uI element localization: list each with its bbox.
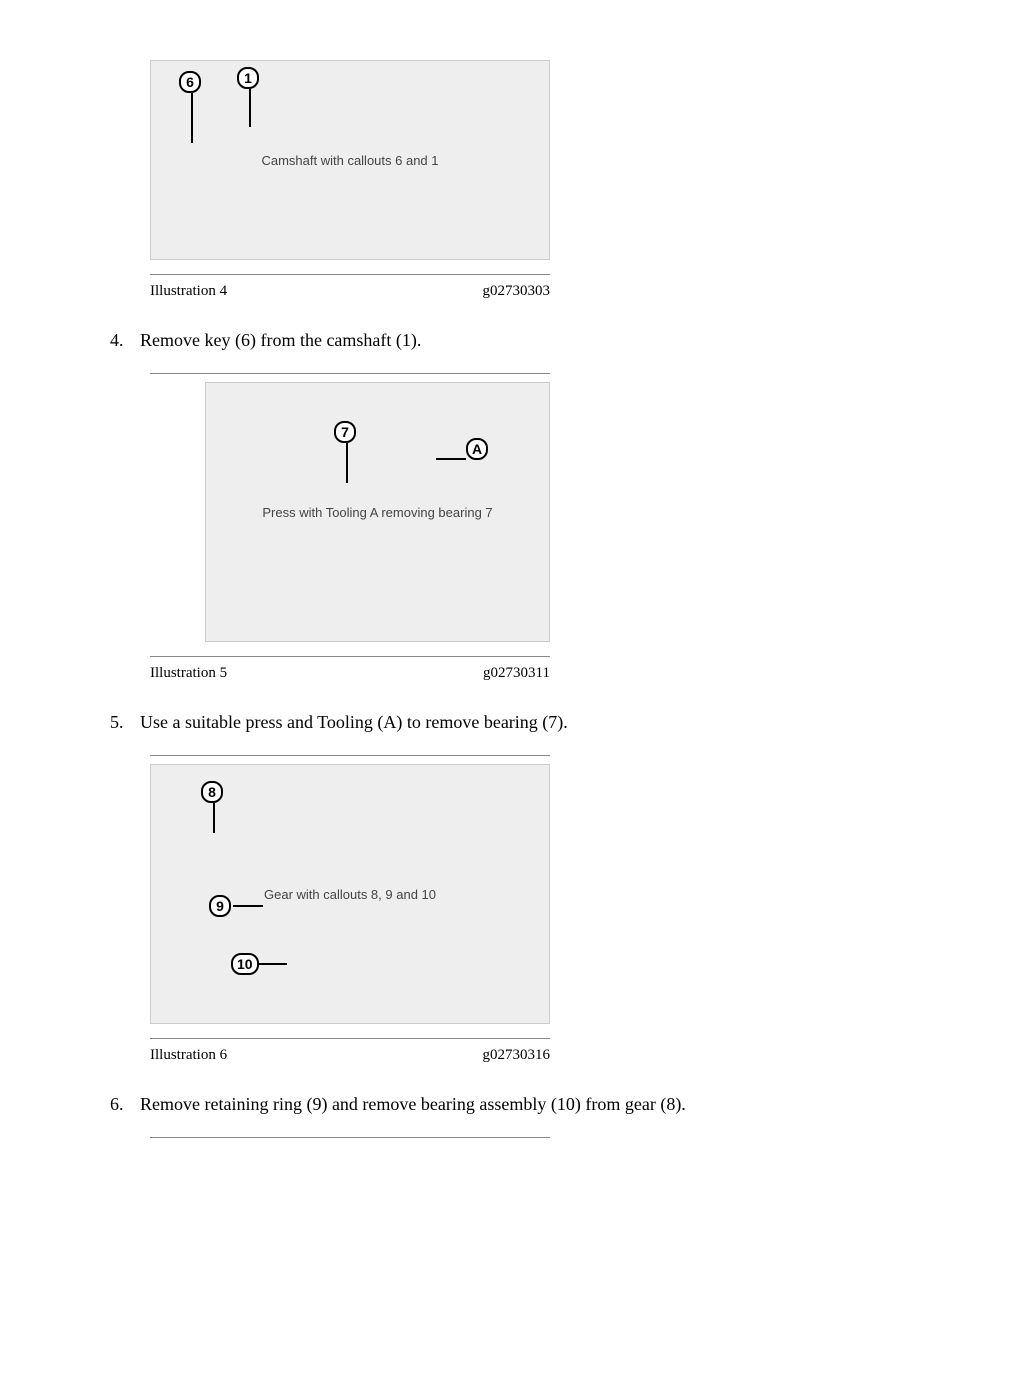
figure-6-caption: Illustration 6 g02730316 [150,1047,550,1064]
callout-leader-8 [213,803,215,833]
figure-6-label: Illustration 6 [150,1047,227,1064]
step-6-text: Remove retaining ring (9) and remove bea… [140,1094,914,1115]
figure-6-image: Gear with callouts 8, 9 and 10 8 9 10 [150,764,550,1024]
figure-4-caption: Illustration 4 g02730303 [150,283,550,300]
figure-6-rule [150,1038,550,1039]
figure-5-caption: Illustration 5 g02730311 [150,665,550,682]
step-4: 4. Remove key (6) from the camshaft (1). [110,330,914,351]
figure-5-label: Illustration 5 [150,665,227,682]
callout-leader-9 [233,905,263,907]
figure-6-alt: Gear with callouts 8, 9 and 10 [264,887,436,902]
figure-5-image: Press with Tooling A removing bearing 7 … [205,382,550,642]
trailing-rule [150,1137,550,1138]
figure-6-code: g02730316 [483,1047,551,1064]
figure-4-rule [150,274,550,275]
callout-leader-6 [191,93,193,143]
step-4-text: Remove key (6) from the camshaft (1). [140,330,914,351]
figure-5: Press with Tooling A removing bearing 7 … [150,373,914,682]
callout-7: 7 [334,421,356,443]
figure-4: Camshaft with callouts 6 and 1 6 1 Illust… [150,60,914,300]
figure-4-image: Camshaft with callouts 6 and 1 6 1 [150,60,550,260]
step-5-number: 5. [110,712,140,733]
step-4-number: 4. [110,330,140,351]
figure-4-label: Illustration 4 [150,283,227,300]
step-5-text: Use a suitable press and Tooling (A) to … [140,712,914,733]
callout-leader-1 [249,89,251,127]
callout-8: 8 [201,781,223,803]
step-6-number: 6. [110,1094,140,1115]
callout-10: 10 [231,953,259,975]
callout-1: 1 [237,67,259,89]
callout-leader-7 [346,443,348,483]
trailing-rule-block [150,1137,914,1138]
callout-9: 9 [209,895,231,917]
callout-A: A [466,438,488,460]
figure-6-top-rule [150,755,550,756]
step-5: 5. Use a suitable press and Tooling (A) … [110,712,914,733]
figure-5-rule [150,656,550,657]
figure-4-alt: Camshaft with callouts 6 and 1 [261,153,438,168]
figure-5-alt: Press with Tooling A removing bearing 7 [262,505,492,520]
callout-leader-A [436,458,466,460]
figure-5-code: g02730311 [483,665,550,682]
figure-5-top-rule [150,373,550,374]
callout-leader-10 [259,963,287,965]
figure-4-code: g02730303 [483,283,551,300]
figure-6: Gear with callouts 8, 9 and 10 8 9 10 Illu… [150,755,914,1064]
callout-6: 6 [179,71,201,93]
step-6: 6. Remove retaining ring (9) and remove … [110,1094,914,1115]
